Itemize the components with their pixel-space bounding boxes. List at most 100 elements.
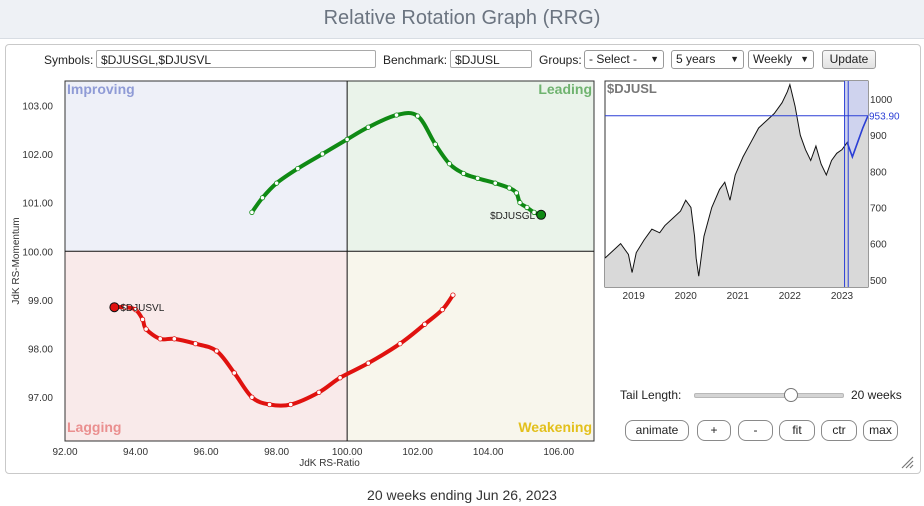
date-range-caption: 20 weeks ending Jun 26, 2023 [367, 487, 557, 503]
x-axis-label: JdK RS-Ratio [299, 458, 360, 469]
y-tick-label: 97.00 [28, 393, 53, 404]
period-select-value: 5 years [676, 52, 716, 66]
tail-point [475, 175, 481, 181]
tail-point [132, 307, 139, 313]
y-tick-label: 99.00 [28, 296, 53, 307]
tail-point [231, 370, 237, 376]
tail-point [316, 389, 322, 395]
tail-point [422, 321, 428, 327]
tail-length-slider-track[interactable] [694, 388, 844, 402]
tail-point [365, 360, 371, 366]
groups-select[interactable]: - Select - ▼ [584, 50, 664, 69]
symbols-label: Symbols: [44, 53, 94, 67]
benchmark-input[interactable]: $DJUSL [450, 50, 532, 68]
tail-point [492, 180, 498, 186]
tail-point [517, 200, 523, 206]
x-tick-label: 92.00 [52, 447, 77, 458]
resize-grip-icon[interactable] [900, 455, 914, 469]
tail-point [506, 185, 512, 191]
tail-point [524, 204, 530, 211]
benchmark-y-tick: 600 [870, 240, 887, 251]
benchmark-y-tick: 900 [870, 131, 887, 142]
y-tick-label: 101.00 [22, 199, 53, 210]
tail-point [460, 170, 467, 177]
y-tick-label: 103.00 [22, 101, 53, 112]
zoom-out-button[interactable]: - [738, 420, 773, 441]
quadrant-weakening [347, 251, 594, 441]
y-tick-label: 98.00 [28, 345, 53, 356]
tail-point [214, 348, 220, 354]
y-tick-label: 102.00 [22, 150, 53, 161]
tail-point [249, 209, 255, 215]
tail-point [337, 375, 343, 381]
chevron-down-icon: ▼ [650, 54, 659, 64]
tail-point [259, 195, 266, 201]
x-tick-label: 98.00 [264, 447, 289, 458]
tail-point [273, 180, 280, 186]
fit-button[interactable]: fit [779, 420, 815, 441]
tail-length-label: Tail Length: [620, 388, 682, 402]
zoom-in-button[interactable]: + [697, 420, 731, 441]
animate-button[interactable]: animate [625, 420, 689, 441]
x-tick-label: 94.00 [123, 447, 148, 458]
benchmark-title: $DJUSL [607, 81, 657, 96]
benchmark-y-tick: 800 [870, 167, 887, 178]
tail-point [446, 161, 453, 167]
tail-point [143, 326, 149, 332]
center-button[interactable]: ctr [821, 420, 857, 441]
chevron-down-icon: ▼ [800, 54, 809, 64]
series-end-label: $DJUSGL [490, 211, 535, 222]
tail-point [393, 112, 400, 118]
x-tick-label: 100.00 [332, 447, 363, 458]
tail-point [450, 292, 456, 298]
tail-point [157, 336, 163, 342]
benchmark-x-tick: 2020 [675, 291, 698, 302]
tail-point [531, 209, 537, 215]
tail-point [365, 124, 371, 130]
symbols-input[interactable]: $DJUSGL,$DJUSVL [96, 50, 376, 68]
quadrant-leading [347, 81, 594, 252]
frequency-select[interactable]: Weekly ▼ [748, 50, 814, 69]
benchmark-last-value-label: 953.90 [869, 112, 900, 123]
tail-point [439, 307, 445, 313]
benchmark-x-tick: 2021 [727, 291, 750, 302]
tail-length-slider-thumb[interactable] [784, 388, 799, 402]
tail-point [122, 304, 128, 310]
benchmark-area [605, 84, 868, 287]
benchmark-x-tick: 2019 [623, 291, 646, 302]
y-tick-label: 100.00 [22, 247, 53, 258]
tail-point [192, 341, 199, 347]
tail-point [288, 401, 294, 408]
y-axis-label: JdK RS-Momentum [11, 217, 22, 304]
groups-select-value: - Select - [589, 52, 638, 66]
benchmark-y-tick: 700 [870, 203, 887, 214]
tail-point [171, 336, 177, 342]
tail-point [344, 136, 350, 142]
update-button[interactable]: Update [822, 50, 876, 69]
x-tick-label: 106.00 [543, 447, 574, 458]
tail-point [319, 151, 326, 157]
series-end-label: $DJUSVL [120, 303, 164, 314]
tail-point [397, 341, 403, 347]
tail-length-value: 20 weeks [851, 388, 902, 402]
groups-label: Groups: [539, 53, 582, 67]
x-tick-label: 102.00 [402, 447, 433, 458]
tail-point [249, 394, 255, 400]
period-select[interactable]: 5 years ▼ [671, 50, 744, 69]
benchmark-y-tick: 500 [870, 276, 887, 287]
tail-point [513, 190, 520, 196]
series-head-point [109, 302, 120, 313]
series-head-point [536, 209, 547, 220]
quadrant-label-lagging: Lagging [67, 419, 121, 435]
x-tick-label: 104.00 [473, 447, 504, 458]
quadrant-label-improving: Improving [67, 81, 135, 97]
chevron-down-icon: ▼ [730, 54, 739, 64]
x-tick-label: 96.00 [194, 447, 219, 458]
tail-point [415, 113, 421, 119]
rrg-plot-frame [64, 80, 595, 442]
benchmark-tail-line [846, 115, 869, 160]
tail-point [432, 141, 438, 147]
tail-point [139, 316, 146, 322]
max-button[interactable]: max [863, 420, 898, 441]
